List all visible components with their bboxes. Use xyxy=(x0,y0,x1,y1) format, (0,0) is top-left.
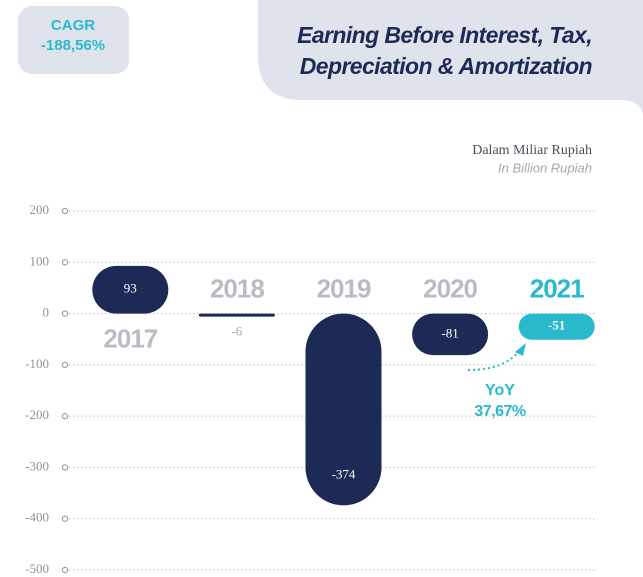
x-tick-label: 2021 xyxy=(530,273,584,303)
yoy-label: YoY xyxy=(485,382,515,399)
cagr-box xyxy=(18,6,129,74)
y-tick-label: -500 xyxy=(25,561,49,576)
x-tick-label: 2019 xyxy=(317,273,371,303)
grid-dot xyxy=(61,464,69,471)
y-tick-label: 100 xyxy=(30,253,50,268)
bar xyxy=(305,313,382,506)
yoy-arrow xyxy=(467,349,521,371)
value-label: -6 xyxy=(231,324,242,339)
grid-dot xyxy=(61,207,69,215)
grid-dot xyxy=(61,566,69,574)
bar xyxy=(198,313,275,317)
yoy-value: 37,67% xyxy=(474,403,526,420)
yoy-arrowhead xyxy=(515,343,526,356)
bar xyxy=(412,313,489,356)
x-tick-label: 2020 xyxy=(423,273,477,303)
y-tick-label: -200 xyxy=(25,407,49,422)
unit-label: Dalam Miliar Rupiah xyxy=(472,143,592,158)
grid-dot xyxy=(61,259,69,266)
grid-dot xyxy=(61,361,69,369)
chart-title-2: Depreciation & Amortization xyxy=(300,53,593,79)
value-label: -374 xyxy=(332,466,356,481)
value-label: 93 xyxy=(124,281,137,296)
x-tick-label: 2017 xyxy=(103,323,157,353)
grid-dot xyxy=(61,310,69,317)
y-tick-label: -100 xyxy=(25,356,49,371)
cagr-value: -188,56% xyxy=(41,37,105,54)
value-label: -51 xyxy=(548,318,565,333)
y-tick-label: 0 xyxy=(43,305,50,320)
y-tick-label: 200 xyxy=(30,202,50,217)
cagr-label: CAGR xyxy=(51,17,95,34)
value-label: -81 xyxy=(441,325,458,340)
bar xyxy=(92,265,169,314)
bar xyxy=(518,313,595,340)
chart-title: Earning Before Interest, Tax, xyxy=(297,22,592,48)
grid-dot xyxy=(61,515,69,522)
title-box xyxy=(258,0,643,118)
grid-dot xyxy=(61,412,69,420)
unit-label-en: In Billion Rupiah xyxy=(498,160,592,175)
y-tick-label: -300 xyxy=(25,458,49,473)
y-tick-label: -400 xyxy=(25,510,49,525)
x-tick-label: 2018 xyxy=(210,273,264,303)
